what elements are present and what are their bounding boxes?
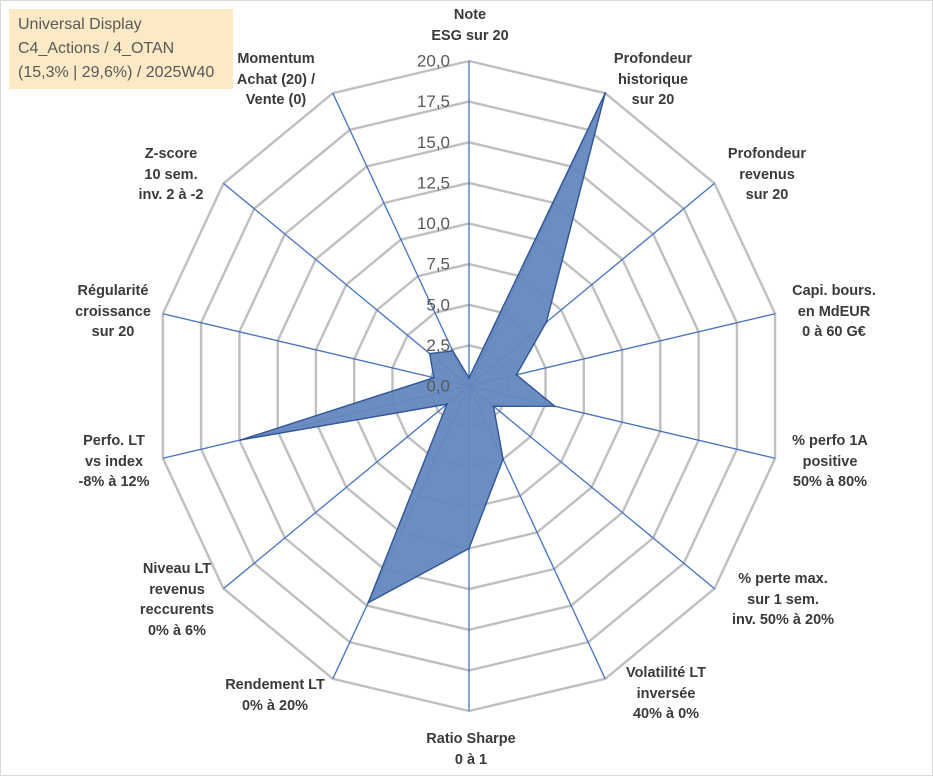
- axis-label-note-esg: Note ESG sur 20: [431, 7, 509, 44]
- radial-tick-label: 5,0: [426, 295, 450, 314]
- axis-label-momentum: Momentum Achat (20) / Vente (0): [236, 51, 316, 108]
- radial-tick-label: 0,0: [426, 377, 450, 396]
- data-point: [515, 373, 518, 376]
- data-series: [239, 92, 607, 605]
- axis-spoke: [223, 385, 470, 590]
- axis-label-ratio-sharpe: Ratio Sharpe 0 à 1: [426, 731, 516, 768]
- chart-title-box: Universal Display C4_Actions / 4_OTAN (1…: [9, 9, 233, 89]
- axis-label-niveau-lt-revenus: Niveau LT revenus reccurents 0% à 6%: [139, 561, 215, 639]
- axis-label-rendement-lt: Rendement LT 0% à 20%: [225, 677, 325, 714]
- axis-label-profondeur-revenus: Profondeur revenus sur 20: [727, 146, 807, 203]
- data-point: [239, 438, 242, 441]
- data-point: [468, 376, 470, 379]
- axis-label-capi-bours: Capi. bours. en MdEUR 0 à 60 G€: [792, 283, 876, 340]
- data-point: [553, 405, 556, 408]
- axis-spoke: [223, 182, 470, 387]
- data-point: [502, 458, 505, 461]
- axis-label-profondeur-historique: Profondeur historique sur 20: [613, 51, 693, 108]
- axis-spoke: [468, 313, 776, 387]
- axis-label-z-score: Z-score 10 sem. inv. 2 à -2: [138, 146, 204, 203]
- data-point: [432, 376, 435, 379]
- data-point: [492, 405, 495, 408]
- axis-label-perte-max: % perte max. sur 1 sem. inv. 50% à 20%: [731, 571, 835, 628]
- axis-label-volatilite: Volatilité LT inversée 40% à 0%: [625, 665, 707, 722]
- chart-subtitle-line-1: C4_Actions / 4_OTAN: [18, 40, 175, 57]
- axis-label-regularite: Régularité croissance sur 20: [75, 283, 151, 340]
- radial-tick-label: 7,5: [426, 255, 450, 274]
- radial-tick-label: 15,0: [417, 133, 450, 152]
- chart-subtitle-line-2: (15,3% | 29,6%) / 2025W40: [18, 64, 215, 81]
- axis-spoke: [332, 92, 470, 387]
- data-point: [545, 321, 548, 324]
- data-point: [367, 601, 370, 604]
- data-point: [428, 352, 431, 355]
- data-point: [468, 547, 470, 550]
- axis-spoke: [468, 385, 715, 590]
- data-point: [445, 403, 448, 406]
- axis-label-perfo-1a: % perfo 1A positive 50% à 80%: [792, 433, 868, 490]
- data-point: [451, 349, 454, 352]
- radial-tick-label: 20,0: [417, 52, 450, 71]
- data-point: [604, 92, 607, 95]
- radial-tick-label: 10,0: [417, 214, 450, 233]
- radial-tick-labels: 0,0 2,5 5,0 7,5 10,0 12,5 15,0 17,5 20,0: [417, 52, 450, 396]
- axis-label-perfo-lt: Perfo. LT vs index -8% à 12%: [78, 433, 150, 490]
- radial-tick-label: 12,5: [417, 173, 450, 192]
- axis-spoke: [162, 313, 470, 387]
- radial-tick-label: 2,5: [426, 336, 450, 355]
- radial-tick-label: 17,5: [417, 92, 450, 111]
- chart-title: Universal Display: [18, 16, 142, 33]
